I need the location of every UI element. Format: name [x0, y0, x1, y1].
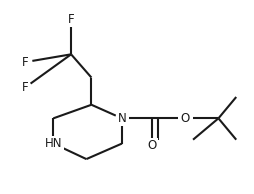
Text: F: F	[68, 13, 74, 26]
Text: O: O	[181, 112, 190, 125]
Text: F: F	[22, 55, 29, 69]
Text: O: O	[148, 139, 157, 152]
Text: F: F	[22, 81, 29, 94]
Text: N: N	[118, 112, 126, 125]
Text: HN: HN	[45, 137, 62, 150]
